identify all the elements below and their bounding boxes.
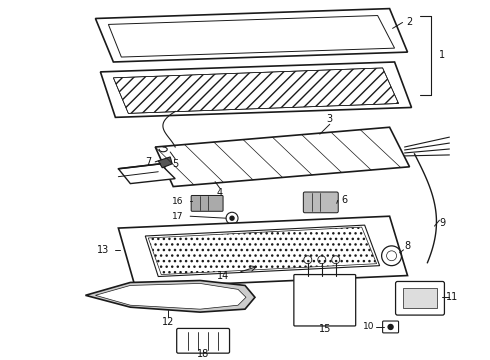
Text: 5: 5 bbox=[172, 159, 178, 169]
Text: 14: 14 bbox=[217, 271, 229, 280]
Text: 6: 6 bbox=[342, 195, 348, 206]
Polygon shape bbox=[158, 157, 172, 168]
Bar bbox=[403, 288, 438, 308]
FancyBboxPatch shape bbox=[395, 282, 444, 315]
Polygon shape bbox=[119, 164, 175, 184]
Polygon shape bbox=[113, 68, 398, 113]
Text: 18: 18 bbox=[197, 348, 209, 359]
Text: 7: 7 bbox=[145, 157, 151, 167]
Text: 1: 1 bbox=[440, 50, 445, 60]
Text: 13: 13 bbox=[98, 245, 110, 255]
Polygon shape bbox=[96, 283, 246, 309]
Text: 8: 8 bbox=[404, 241, 411, 251]
Text: 12: 12 bbox=[162, 317, 174, 327]
Text: 9: 9 bbox=[440, 218, 445, 228]
Polygon shape bbox=[119, 216, 408, 287]
FancyBboxPatch shape bbox=[177, 328, 229, 353]
FancyBboxPatch shape bbox=[383, 321, 398, 333]
Polygon shape bbox=[155, 127, 410, 186]
Polygon shape bbox=[148, 227, 377, 275]
FancyBboxPatch shape bbox=[294, 275, 356, 326]
Polygon shape bbox=[100, 62, 412, 117]
Polygon shape bbox=[85, 280, 255, 312]
Circle shape bbox=[230, 216, 234, 220]
Polygon shape bbox=[96, 9, 408, 62]
Text: 11: 11 bbox=[446, 292, 459, 302]
Text: 4: 4 bbox=[217, 189, 223, 198]
Text: 10: 10 bbox=[363, 323, 375, 332]
FancyBboxPatch shape bbox=[303, 192, 338, 213]
Text: 2: 2 bbox=[406, 17, 413, 27]
Text: 16: 16 bbox=[172, 197, 184, 206]
FancyBboxPatch shape bbox=[191, 195, 223, 211]
Text: 3: 3 bbox=[327, 114, 333, 124]
Circle shape bbox=[388, 324, 393, 329]
Text: 15: 15 bbox=[318, 324, 331, 334]
Text: 17: 17 bbox=[172, 212, 184, 221]
